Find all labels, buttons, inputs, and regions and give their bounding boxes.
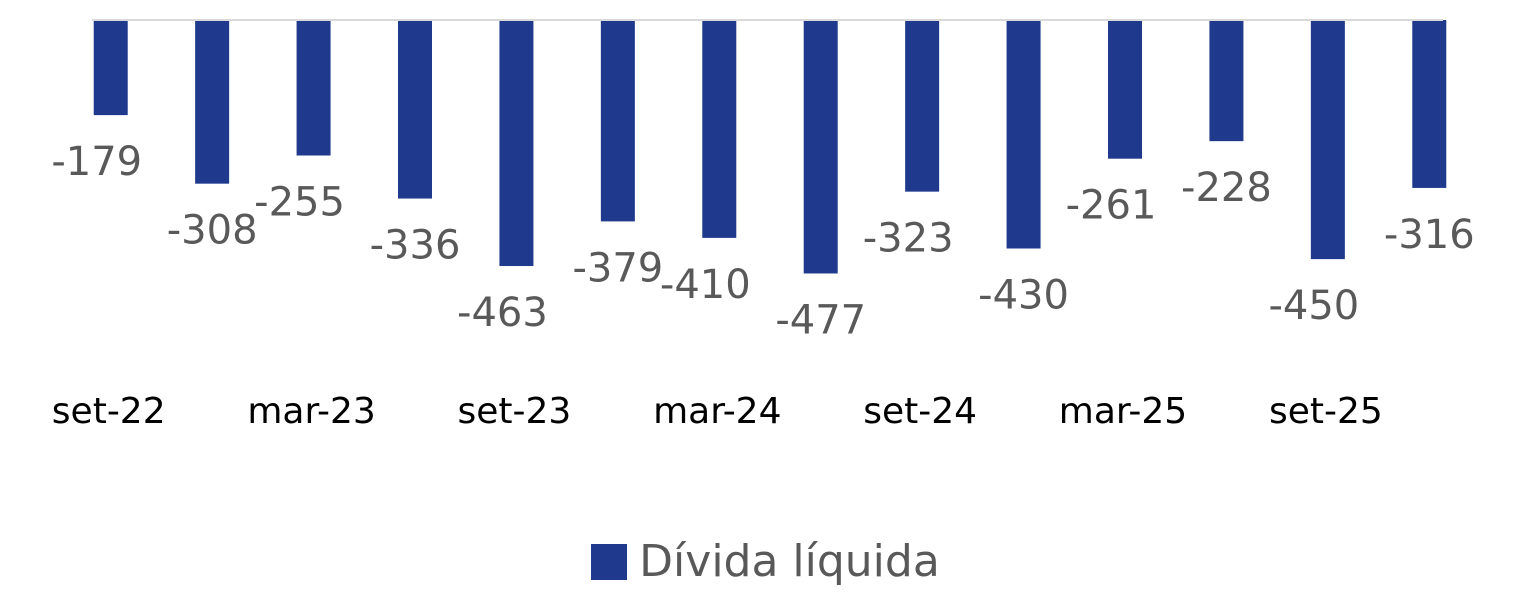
legend: Dívida líquida — [0, 540, 1531, 584]
data-label-jun-23: -336 — [370, 223, 461, 269]
data-label-mar-24: -410 — [660, 262, 751, 308]
bar-set-25 — [1310, 20, 1345, 260]
bar-mar-24 — [702, 20, 737, 238]
data-label-set-25: -450 — [1268, 283, 1359, 329]
data-label-jun-24: -477 — [775, 297, 866, 343]
x-tick-label-set-24: set-24 — [863, 391, 977, 432]
bar-dez-23 — [600, 20, 635, 222]
bar-set-22 — [93, 20, 128, 116]
x-tick-label-set-23: set-23 — [458, 391, 572, 432]
data-label-dez-23: -379 — [572, 245, 663, 291]
bar-jun-23 — [398, 20, 432, 199]
bar-mar-25 — [1108, 20, 1142, 159]
bar-dez-24 — [1006, 20, 1041, 249]
legend-swatch — [591, 544, 628, 580]
bar-jun-25 — [1209, 20, 1244, 142]
x-tick-labels-layer: set-22 mar-23 set-23 mar-24 set-24 mar-25 set-… — [52, 391, 1383, 432]
bar-dez-25 — [1412, 20, 1447, 188]
data-label-mar-23: -255 — [254, 180, 345, 226]
x-tick-label-mar-25: mar-25 — [1059, 391, 1187, 432]
data-label-set-22: -179 — [51, 139, 142, 185]
x-tick-label-set-22: set-22 — [52, 391, 166, 432]
data-label-dez-25: -316 — [1384, 212, 1475, 258]
data-labels-layer: -179 -308-255 -336 -463 -379-410 -477 -323 -430… — [51, 139, 1474, 343]
data-label-dez-22: -308 — [167, 208, 258, 254]
x-tick-label-mar-23: mar-23 — [247, 391, 375, 432]
bar-mar-23 — [296, 20, 331, 156]
bars-layer — [93, 20, 1447, 274]
bar-set-24 — [905, 20, 940, 192]
bar-jun-24 — [803, 20, 838, 274]
data-label-dez-24: -430 — [978, 273, 1069, 319]
data-label-set-23: -463 — [457, 290, 548, 336]
bar-dez-22 — [195, 20, 230, 184]
data-label-set-24: -323 — [863, 216, 954, 262]
data-label-jun-25: -228 — [1181, 165, 1272, 211]
bar-set-23 — [499, 20, 534, 267]
data-label-mar-25: -261 — [1066, 183, 1157, 229]
legend-label: Dívida líquida — [639, 536, 940, 587]
x-tick-label-set-25: set-25 — [1269, 391, 1383, 432]
x-tick-label-mar-24: mar-24 — [653, 391, 781, 432]
